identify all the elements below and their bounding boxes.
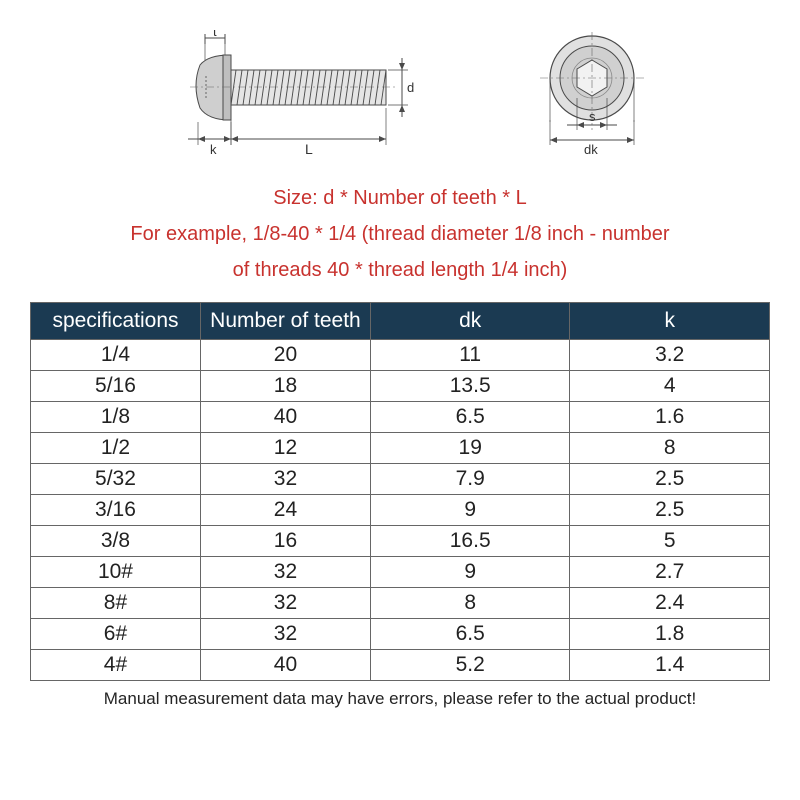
table-cell: 13.5 [370,371,570,402]
table-cell: 8 [570,433,770,464]
table-cell: 24 [200,495,370,526]
col-k: k [570,303,770,340]
table-cell: 16 [200,526,370,557]
table-cell: 32 [200,588,370,619]
table-row: 10#3292.7 [31,557,770,588]
table-cell: 12 [200,433,370,464]
size-description: Size: d * Number of teeth * L For exampl… [30,180,770,288]
table-cell: 3/16 [31,495,201,526]
table-cell: 3/8 [31,526,201,557]
table-row: 4#405.21.4 [31,650,770,681]
specifications-table: specifications Number of teeth dk k 1/42… [30,302,770,681]
col-teeth: Number of teeth [200,303,370,340]
table-cell: 5.2 [370,650,570,681]
table-cell: 1/4 [31,340,201,371]
table-cell: 1.4 [570,650,770,681]
table-row: 1/420113.2 [31,340,770,371]
table-cell: 3.2 [570,340,770,371]
table-row: 1/8406.51.6 [31,402,770,433]
label-t: t [213,30,217,39]
table-cell: 6# [31,619,201,650]
table-cell: 9 [370,557,570,588]
table-cell: 40 [200,650,370,681]
table-cell: 5 [570,526,770,557]
table-cell: 1/8 [31,402,201,433]
table-cell: 4# [31,650,201,681]
table-row: 6#326.51.8 [31,619,770,650]
table-cell: 6.5 [370,402,570,433]
table-cell: 2.5 [570,464,770,495]
label-s: s [589,109,596,124]
table-cell: 18 [200,371,370,402]
table-cell: 5/32 [31,464,201,495]
table-row: 3/162492.5 [31,495,770,526]
table-row: 8#3282.4 [31,588,770,619]
desc-line3: of threads 40 * thread length 1/4 inch) [30,252,770,288]
label-dk: dk [584,142,598,157]
table-cell: 4 [570,371,770,402]
table-cell: 11 [370,340,570,371]
table-cell: 9 [370,495,570,526]
desc-line2: For example, 1/8-40 * 1/4 (thread diamet… [30,216,770,252]
table-cell: 8 [370,588,570,619]
table-cell: 32 [200,619,370,650]
label-k: k [210,142,217,157]
table-cell: 2.4 [570,588,770,619]
table-cell: 10# [31,557,201,588]
table-row: 5/32327.92.5 [31,464,770,495]
table-cell: 32 [200,557,370,588]
table-cell: 1/2 [31,433,201,464]
col-dk: dk [370,303,570,340]
footnote-text: Manual measurement data may have errors,… [30,689,770,709]
label-d: d [407,80,414,95]
table-cell: 2.5 [570,495,770,526]
table-cell: 2.7 [570,557,770,588]
table-row: 3/81616.55 [31,526,770,557]
table-cell: 40 [200,402,370,433]
technical-diagrams: t [150,30,770,165]
table-row: 5/161813.54 [31,371,770,402]
table-cell: 1.6 [570,402,770,433]
col-specifications: specifications [31,303,201,340]
desc-line1: Size: d * Number of teeth * L [30,180,770,216]
table-cell: 20 [200,340,370,371]
table-cell: 6.5 [370,619,570,650]
label-L: L [305,141,313,157]
screw-side-view: t [150,30,420,165]
table-cell: 16.5 [370,526,570,557]
table-cell: 1.8 [570,619,770,650]
screw-front-view: s dk [530,30,670,165]
table-cell: 7.9 [370,464,570,495]
table-row: 1/212198 [31,433,770,464]
table-header-row: specifications Number of teeth dk k [31,303,770,340]
table-cell: 32 [200,464,370,495]
table-cell: 19 [370,433,570,464]
table-cell: 8# [31,588,201,619]
table-cell: 5/16 [31,371,201,402]
